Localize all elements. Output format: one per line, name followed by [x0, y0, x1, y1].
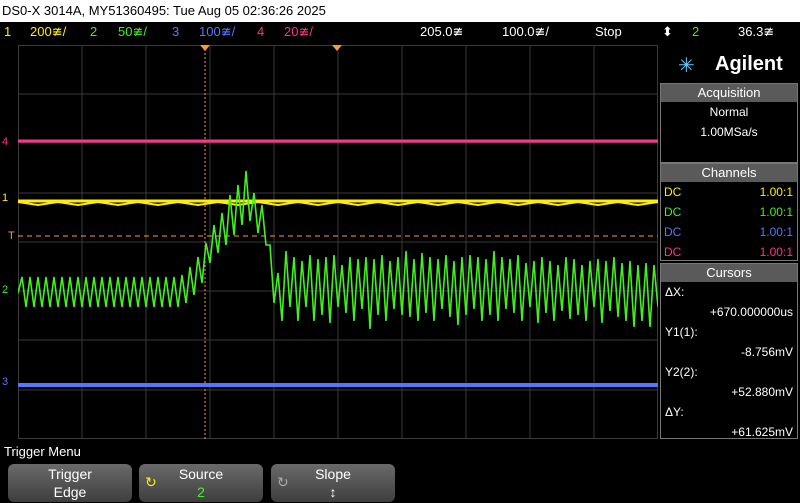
horizontal-delay[interactable]: 205.0≇: [420, 24, 464, 39]
acquisition-panel[interactable]: Acquisition Normal 1.00MSa/s: [660, 83, 798, 163]
channels-title: Channels: [661, 164, 797, 182]
cursor-y1-value: -8.756mV: [740, 345, 793, 359]
softkey-value: ↕: [329, 484, 337, 500]
trigger-position-marker: [200, 45, 210, 51]
softkey-label: Trigger: [48, 466, 92, 482]
cursors-title: Cursors: [661, 264, 797, 282]
softkey-value: Edge: [53, 484, 87, 500]
agilent-logo-icon: ✳: [678, 55, 695, 77]
ch1-number[interactable]: 1: [4, 24, 12, 39]
channel-row: DC 1.00:1: [661, 242, 797, 262]
cursor-dx-label: ΔX:: [665, 285, 685, 299]
coupling: DC: [664, 185, 682, 199]
softkey-label: Source: [178, 466, 224, 482]
softkey-value: 2: [197, 484, 205, 500]
cursor-y1-label: Y1(1):: [665, 325, 698, 339]
probe-ratio: 1.00:1: [759, 225, 793, 239]
channel-row: DC 1.00:1: [661, 222, 797, 242]
ch4-scale[interactable]: 20≇/: [284, 24, 313, 39]
cursor-dx-value: +670.000000us: [709, 305, 793, 319]
ch3-number[interactable]: 3: [172, 24, 180, 39]
trigger-level: 36.3≇: [738, 24, 775, 39]
ch3-ground-marker[interactable]: 3: [2, 376, 9, 388]
ch2-trace: [17, 170, 659, 330]
ch2-number[interactable]: 2: [90, 24, 98, 39]
trigger-source: 2: [692, 24, 700, 39]
ch2-ground-marker[interactable]: 2: [2, 284, 9, 296]
ch1-scale[interactable]: 200≇/: [30, 24, 67, 39]
side-panel: ✳ Agilent Acquisition Normal 1.00MSa/s C…: [660, 45, 800, 439]
cursor-y2-value: +52.880mV: [731, 385, 793, 399]
waveform-display[interactable]: [17, 45, 659, 439]
ch4-number[interactable]: 4: [257, 24, 265, 39]
ch4-ground-marker[interactable]: 4: [2, 136, 9, 148]
channel-row: DC 1.00:1: [661, 182, 797, 202]
entry-knob-icon: ↻: [145, 474, 157, 490]
delay-marker: [332, 45, 342, 51]
channels-panel[interactable]: Channels DC 1.00:1 DC 1.00:1 DC 1.00:1 DC 1.…: [660, 163, 798, 261]
cursor-y2-label: Y2(2):: [665, 365, 698, 379]
probe-ratio: 1.00:1: [759, 185, 793, 199]
window-title: DS0-X 3014A, MY51360495: Tue Aug 05 02:3…: [2, 3, 326, 18]
acquisition-rate: 1.00MSa/s: [700, 125, 758, 139]
channel-status-bar: 1 200≇/ 2 50≇/ 3 100≇/ 4 20≇/ 205.0≇ 100…: [0, 22, 800, 42]
window-title-bar: DS0-X 3014A, MY51360495: Tue Aug 05 02:3…: [0, 0, 800, 22]
trigger-edge-icon: ⬍: [662, 24, 673, 39]
ch1-ground-marker[interactable]: 1: [2, 192, 9, 204]
channel-row: DC 1.00:1: [661, 202, 797, 222]
brand-name: Agilent: [715, 53, 783, 75]
acquisition-mode: Normal: [709, 105, 749, 119]
slope-softkey[interactable]: ↻ Slope ↕: [271, 464, 395, 502]
cursor-dy-label: ΔY:: [665, 405, 684, 419]
menu-title: Trigger Menu: [4, 444, 81, 459]
entry-knob-icon: ↻: [277, 474, 289, 490]
ch2-scale[interactable]: 50≇/: [118, 24, 147, 39]
coupling: DC: [664, 245, 682, 259]
trigger-type-softkey[interactable]: Trigger Edge: [8, 464, 132, 502]
cursors-panel[interactable]: Cursors ΔX: +670.000000us Y1(1): -8.756m…: [660, 263, 798, 439]
ch3-scale[interactable]: 100≇/: [199, 24, 236, 39]
probe-ratio: 1.00:1: [759, 205, 793, 219]
coupling: DC: [664, 225, 682, 239]
cursor-dy-value: +61.625mV: [731, 425, 793, 439]
coupling: DC: [664, 205, 682, 219]
run-state: Stop: [595, 24, 622, 39]
softkey-menu: Trigger Menu Trigger Edge ↻ Source 2 ↻ S…: [0, 441, 800, 503]
acquisition-title: Acquisition: [661, 84, 797, 102]
graticule: [18, 45, 658, 439]
softkey-label: Slope: [315, 466, 351, 482]
horizontal-scale[interactable]: 100.0≇/: [502, 24, 550, 39]
brand-panel: ✳ Agilent: [660, 45, 798, 85]
probe-ratio: 1.00:1: [759, 245, 793, 259]
source-softkey[interactable]: ↻ Source 2: [139, 464, 263, 502]
trigger-level-marker[interactable]: T: [8, 230, 15, 242]
waveform-svg: [17, 45, 659, 439]
